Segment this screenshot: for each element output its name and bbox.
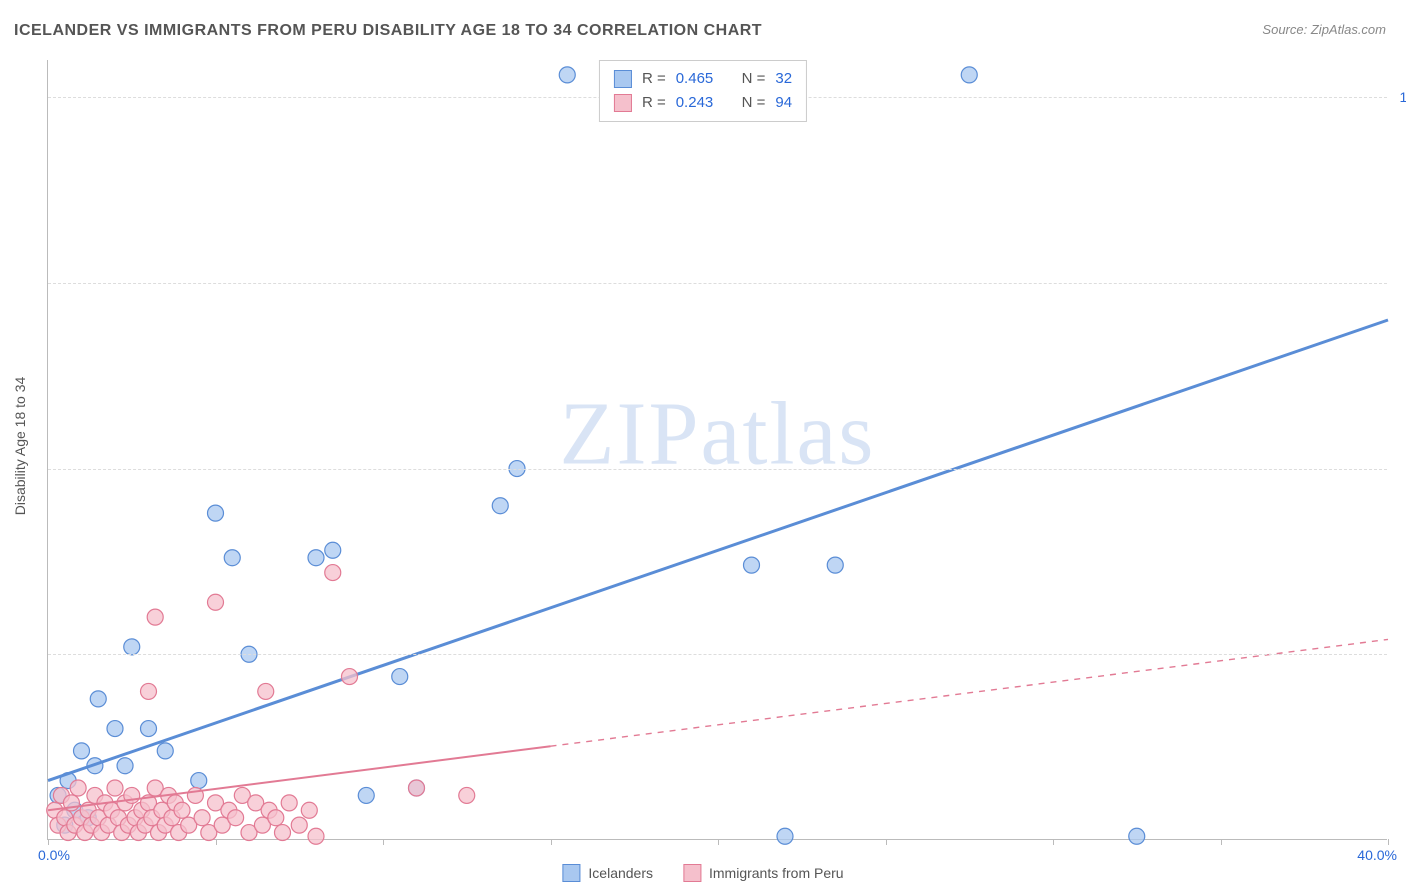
scatter-point: [70, 780, 86, 796]
swatch-icon: [683, 864, 701, 882]
source-label: Source: ZipAtlas.com: [1262, 22, 1386, 37]
scatter-point: [744, 557, 760, 573]
x-tick: [1221, 839, 1222, 845]
scatter-point: [275, 825, 291, 841]
plot-svg: [48, 60, 1387, 839]
x-tick: [1388, 839, 1389, 845]
scatter-point: [228, 810, 244, 826]
y-tick-label: 100.0%: [1397, 89, 1406, 105]
scatter-point: [559, 67, 575, 83]
scatter-point: [827, 557, 843, 573]
x-tick: [551, 839, 552, 845]
stats-box: R = 0.465 N = 32R = 0.243 N = 94: [599, 60, 807, 122]
x-min-label: 0.0%: [38, 847, 70, 863]
scatter-point: [107, 721, 123, 737]
legend-item: Icelanders: [562, 864, 653, 882]
chart-container: ICELANDER VS IMMIGRANTS FROM PERU DISABI…: [0, 0, 1406, 892]
scatter-point: [1129, 828, 1145, 844]
scatter-point: [191, 773, 207, 789]
x-tick: [216, 839, 217, 845]
legend-label: Icelanders: [588, 865, 653, 881]
scatter-point: [157, 743, 173, 759]
scatter-point: [308, 550, 324, 566]
scatter-point: [268, 810, 284, 826]
scatter-point: [74, 743, 90, 759]
scatter-point: [117, 758, 133, 774]
y-tick-label: 50.0%: [1397, 461, 1406, 477]
x-tick: [383, 839, 384, 845]
scatter-point: [281, 795, 297, 811]
scatter-point: [258, 683, 274, 699]
plot-area: ZIPatlas 0.0% 40.0% 25.0%50.0%75.0%100.0…: [47, 60, 1387, 840]
y-tick-label: 25.0%: [1397, 646, 1406, 662]
scatter-point: [124, 639, 140, 655]
swatch-icon: [562, 864, 580, 882]
scatter-point: [358, 787, 374, 803]
regression-line: [48, 320, 1388, 781]
gridline: [48, 283, 1387, 284]
scatter-point: [107, 780, 123, 796]
scatter-point: [409, 780, 425, 796]
x-tick: [886, 839, 887, 845]
scatter-point: [224, 550, 240, 566]
scatter-point: [961, 67, 977, 83]
scatter-point: [194, 810, 210, 826]
scatter-point: [291, 817, 307, 833]
scatter-point: [308, 828, 324, 844]
chart-title: ICELANDER VS IMMIGRANTS FROM PERU DISABI…: [14, 22, 762, 40]
legend-item: Immigrants from Peru: [683, 864, 844, 882]
scatter-point: [301, 802, 317, 818]
scatter-point: [492, 498, 508, 514]
legend: Icelanders Immigrants from Peru: [562, 864, 843, 882]
scatter-point: [777, 828, 793, 844]
swatch-icon: [614, 94, 632, 112]
x-tick: [48, 839, 49, 845]
scatter-point: [325, 542, 341, 558]
scatter-point: [141, 721, 157, 737]
stats-row: R = 0.465 N = 32: [614, 67, 792, 91]
legend-label: Immigrants from Peru: [709, 865, 844, 881]
scatter-point: [174, 802, 190, 818]
x-tick: [718, 839, 719, 845]
scatter-point: [342, 669, 358, 685]
stats-row: R = 0.243 N = 94: [614, 91, 792, 115]
scatter-point: [147, 609, 163, 625]
x-tick: [1053, 839, 1054, 845]
scatter-point: [459, 787, 475, 803]
regression-line-dashed: [551, 639, 1389, 746]
swatch-icon: [614, 70, 632, 88]
scatter-point: [208, 505, 224, 521]
gridline: [48, 469, 1387, 470]
x-max-label: 40.0%: [1357, 847, 1397, 863]
y-tick-label: 75.0%: [1397, 275, 1406, 291]
scatter-point: [325, 565, 341, 581]
scatter-point: [141, 683, 157, 699]
scatter-point: [90, 691, 106, 707]
scatter-point: [392, 669, 408, 685]
y-axis-label: Disability Age 18 to 34: [12, 377, 28, 516]
scatter-point: [208, 594, 224, 610]
gridline: [48, 654, 1387, 655]
